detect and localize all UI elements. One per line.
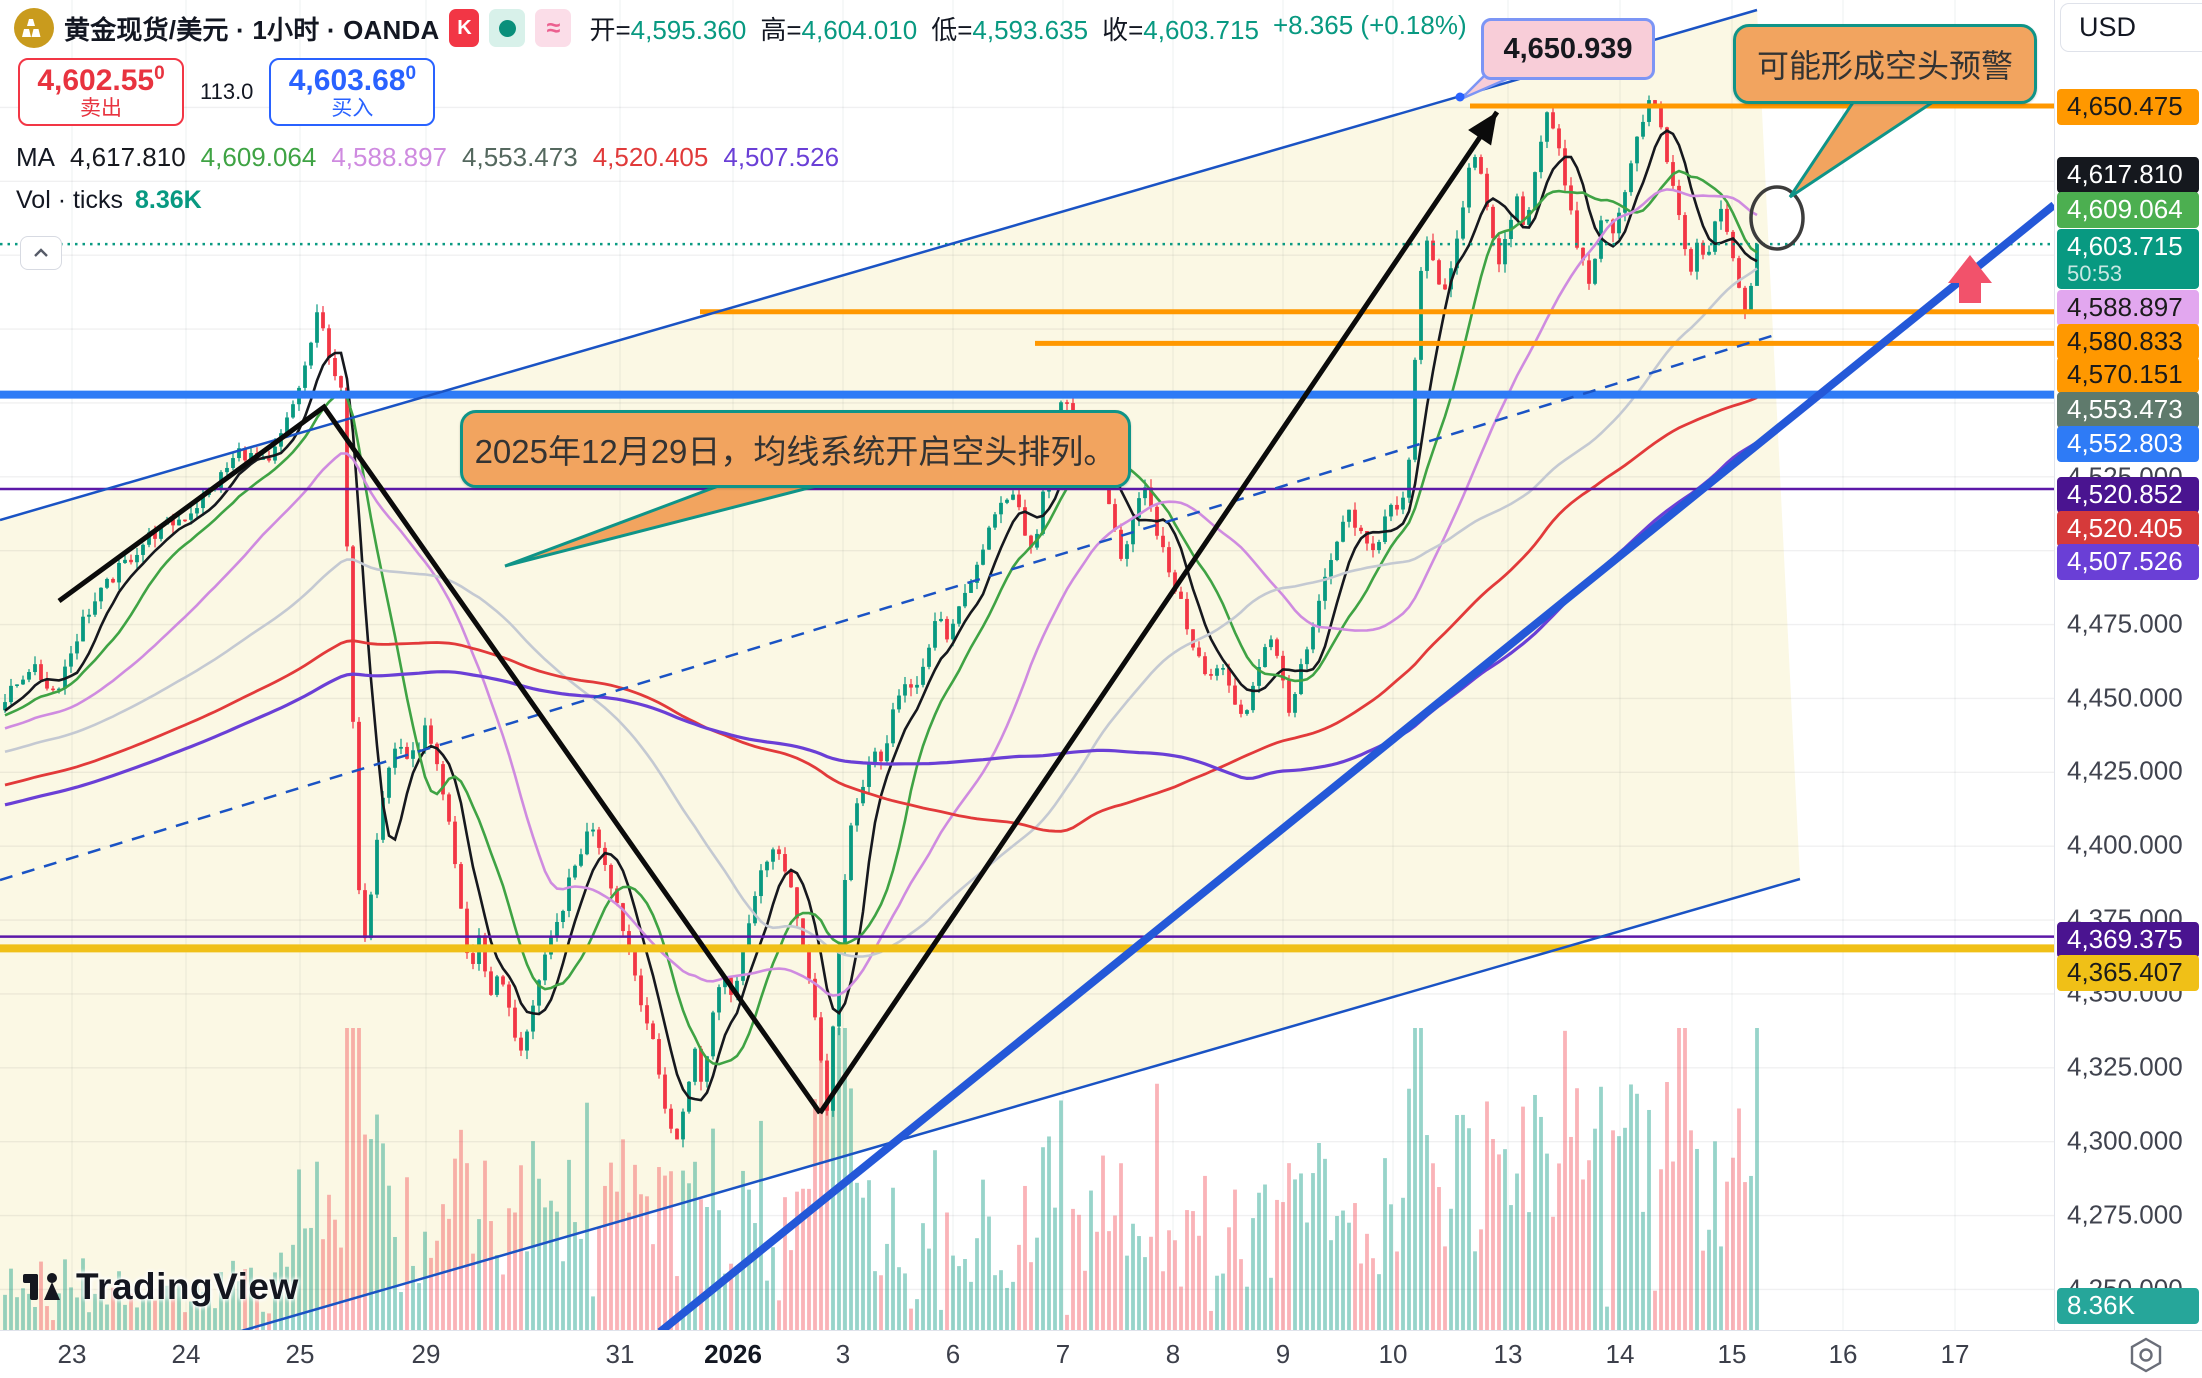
- price-badge: 4,609.064: [2057, 192, 2199, 228]
- price-axis[interactable]: 4,525.0004,475.0004,450.0004,425.0004,40…: [2054, 0, 2202, 1330]
- unit-toggle-icon[interactable]: [2128, 1336, 2164, 1378]
- price-badge: 4,650.475: [2057, 89, 2199, 125]
- time-axis-label: 6: [945, 1339, 961, 1369]
- price-axis-label: 4,300.000: [2067, 1125, 2183, 1156]
- volume-bars: [3, 1028, 1759, 1330]
- time-axis-label: 8: [1165, 1339, 1181, 1369]
- time-axis-label: 2026: [704, 1339, 762, 1369]
- price-axis-label: 4,325.000: [2067, 1051, 2183, 1082]
- sell-button[interactable]: 4,602.550 卖出: [18, 58, 184, 126]
- approx-icon[interactable]: ≈: [535, 9, 572, 47]
- trend-lines: [0, 8, 2057, 1374]
- time-axis[interactable]: 23 24 25 29 31 2026 3 6 7 8 9 10 13 14 15 16 17: [0, 1330, 2202, 1378]
- time-axis-label: 23: [57, 1339, 87, 1369]
- ma-value-3: 4,553.473: [462, 142, 578, 172]
- collapse-legend-button[interactable]: [20, 236, 62, 270]
- tradingview-logo-mark: [23, 1273, 60, 1300]
- low-value: 4,593.635: [972, 14, 1089, 45]
- buy-button[interactable]: 4,603.680 买入: [269, 58, 436, 126]
- time-axis-label: 16: [1828, 1339, 1858, 1369]
- volume-legend[interactable]: Vol · ticks 8.36K: [16, 186, 202, 214]
- ma-value-5: 4,507.526: [723, 142, 840, 172]
- ma-value-0: 4,617.810: [70, 142, 186, 172]
- spread-value: 113.0: [200, 79, 254, 104]
- time-axis-label: 13: [1493, 1339, 1523, 1369]
- price-badge: 4,553.473: [2057, 392, 2199, 428]
- indicator-dot-icon[interactable]: [489, 9, 526, 47]
- close-value: 4,603.715: [1143, 14, 1259, 45]
- price-badge: 4,617.810: [2057, 157, 2199, 193]
- time-axis-label: 9: [1275, 1339, 1291, 1369]
- currency-dropdown[interactable]: USD ⌄: [2060, 3, 2202, 52]
- tradingview-logo: TradingView: [22, 1266, 299, 1308]
- price-axis-label: 4,475.000: [2067, 608, 2183, 639]
- ma-value-4: 4,520.405: [592, 142, 709, 172]
- time-axis-label: 3: [835, 1339, 851, 1369]
- time-axis-label: 10: [1378, 1339, 1408, 1369]
- symbol-title[interactable]: 黄金现货/美元 · 1小时 · OANDA: [64, 14, 440, 45]
- ma-value-2: 4,588.897: [331, 142, 448, 172]
- time-axis-label: 29: [411, 1339, 441, 1369]
- red-up-arrow: [1948, 255, 1992, 303]
- bearish-warning-callout: 可能形成空头预警: [1733, 24, 2037, 104]
- ma-legend[interactable]: MA 4,617.810 4,609.064 4,588.897 4,553.473 4…: [16, 142, 854, 173]
- price-badge: 4,552.803: [2057, 426, 2199, 462]
- highlight-ellipse: [1749, 185, 1805, 251]
- time-axis-label: 17: [1940, 1339, 1970, 1369]
- ma-value-1: 4,609.064: [200, 142, 317, 172]
- ma-legend-title: MA: [16, 142, 55, 172]
- chevron-down-icon: ⌄: [2199, 18, 2202, 38]
- high-value: 4,604.010: [801, 14, 918, 45]
- time-axis-label: 24: [171, 1339, 201, 1369]
- price-badge: 4,580.833: [2057, 324, 2199, 360]
- time-axis-label: 14: [1605, 1339, 1635, 1369]
- price-badge: 4,365.407: [2057, 955, 2199, 991]
- symbol-header: 黄金现货/美元 · 1小时 · OANDA K ≈ 开=4,595.360 高=…: [14, 6, 1467, 50]
- bearish-alignment-callout: 2025年12月29日，均线系统开启空头排列。: [460, 410, 1131, 488]
- time-axis-label: 7: [1055, 1339, 1071, 1369]
- grid-lines: [0, 0, 2054, 1330]
- kline-style-icon[interactable]: K: [449, 9, 480, 47]
- change-value: +8.365 (+0.18%): [1272, 9, 1467, 40]
- price-axis-label: 4,275.000: [2067, 1199, 2183, 1230]
- gold-symbol-icon: [14, 8, 54, 48]
- tradingview-logo-text: TradingView: [76, 1266, 299, 1307]
- black-trend-drawing: [57, 110, 1500, 1115]
- trendline-price-tooltip: 4,650.939: [1481, 18, 1655, 80]
- ohlc-readout: 开=4,595.360 高=4,604.010 低=4,593.635 收=4,…: [589, 9, 1467, 45]
- time-axis-label: 25: [285, 1339, 315, 1369]
- price-badge: 4,520.852: [2057, 477, 2199, 513]
- price-axis-label: 4,450.000: [2067, 682, 2183, 713]
- price-badge: 4,588.897: [2057, 290, 2199, 326]
- price-badge: 4,520.405: [2057, 511, 2199, 547]
- open-value: 4,595.360: [630, 14, 747, 45]
- candles-layer: [3, 95, 1759, 1148]
- time-axis-label: 31: [605, 1339, 635, 1369]
- price-badge: 8.36K: [2057, 1288, 2199, 1324]
- price-badge: 4,603.715 50:53: [2057, 228, 2199, 290]
- price-axis-label: 4,425.000: [2067, 755, 2183, 786]
- time-axis-label: 15: [1717, 1339, 1747, 1369]
- level-lines: [0, 103, 2054, 953]
- channel-fill: [0, 10, 1800, 1378]
- price-badge: 4,507.526: [2057, 544, 2199, 580]
- volume-value: 8.36K: [134, 186, 202, 214]
- price-badge: 4,369.375: [2057, 922, 2199, 958]
- price-axis-label: 4,400.000: [2067, 829, 2183, 860]
- price-badge: 4,570.151: [2057, 357, 2199, 393]
